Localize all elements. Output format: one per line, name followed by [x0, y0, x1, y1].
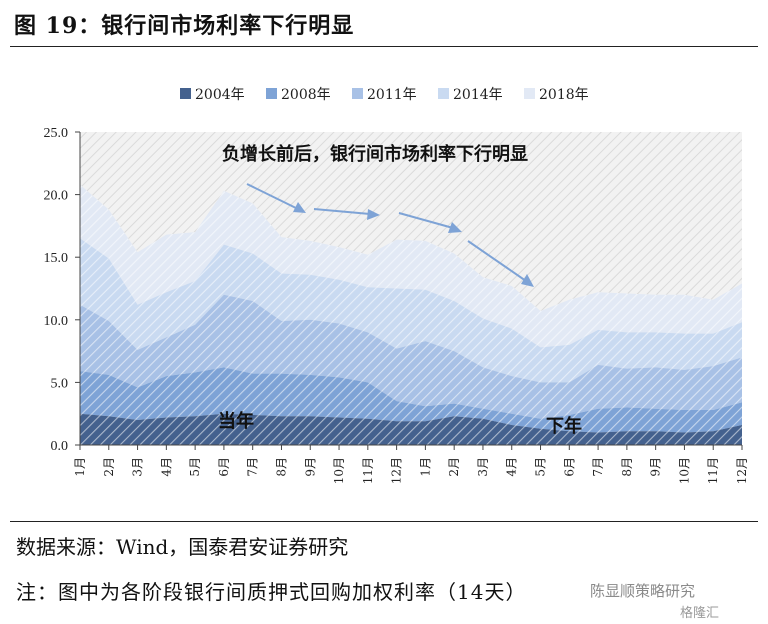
- legend-label-2004: 2004年: [195, 87, 245, 103]
- x-tick-label: 11月: [706, 457, 720, 484]
- legend-label-2011: 2011年: [367, 87, 417, 103]
- legend-swatch-2018: [524, 88, 535, 99]
- x-tick-label: 6月: [562, 457, 576, 477]
- x-tick-label: 7月: [246, 457, 260, 477]
- x-tick-label: 11月: [361, 457, 375, 484]
- annotation-headline: 负增长前后，银行间市场利率下行明显: [222, 143, 528, 165]
- x-tick-label: 4月: [159, 457, 173, 477]
- x-tick-label: 12月: [735, 457, 749, 484]
- trend-arrow-4: [467, 240, 534, 287]
- area-series-2011-hatch: [80, 294, 742, 419]
- x-tick-label: 9月: [649, 457, 663, 477]
- legend-swatch-2011: [352, 88, 363, 99]
- x-tick-label: 10月: [677, 457, 691, 484]
- y-tick-label: 10.0: [44, 314, 69, 329]
- trend-arrow-3: [398, 212, 462, 233]
- x-tick-label: 7月: [591, 457, 605, 477]
- legend-label-2018: 2018年: [539, 87, 589, 103]
- x-tick-label: 5月: [534, 457, 548, 477]
- stacked-area-chart: 2004年 2008年 2011年 2014年 2018年 0.0 5.0 10.0 15.0…: [44, 87, 750, 484]
- trend-arrow-2: [313, 208, 380, 220]
- figure-title: 图 19：银行间市场利率下行明显: [14, 13, 355, 39]
- area-series-2004-hatch: [80, 413, 742, 445]
- watermark-logo-text: 格隆汇: [680, 606, 720, 621]
- x-tick-label: 5月: [188, 457, 202, 477]
- area-series-2008-hatch: [80, 367, 742, 433]
- x-tick-label: 3月: [131, 457, 145, 477]
- trend-arrow-1: [246, 183, 306, 213]
- watermark-text: 陈显顺策略研究: [590, 582, 696, 600]
- y-tick-label: 25.0: [44, 126, 69, 141]
- area-series-2018-hatch: [80, 184, 742, 348]
- x-tick-label: 12月: [390, 457, 404, 484]
- legend-swatch-2008: [266, 88, 277, 99]
- y-tick-label: 15.0: [44, 251, 69, 266]
- y-tick-label: 20.0: [44, 189, 69, 204]
- x-tick-label: 8月: [620, 457, 634, 477]
- chart-legend: 2004年 2008年 2011年 2014年 2018年: [180, 87, 589, 103]
- legend-swatch-2004: [180, 88, 191, 99]
- y-tick-label: 0.0: [51, 439, 69, 454]
- area-series-group: [80, 184, 742, 445]
- legend-label-2008: 2008年: [281, 87, 331, 103]
- x-tick-label: 10月: [332, 457, 346, 484]
- x-tick-label: 2月: [447, 457, 461, 477]
- x-tick-label: 2月: [102, 457, 116, 477]
- x-tick-label: 9月: [303, 457, 317, 477]
- legend-label-2014: 2014年: [453, 87, 503, 103]
- x-tick-label: 4月: [505, 457, 519, 477]
- legend-swatch-2014: [438, 88, 449, 99]
- x-tick-label: 8月: [274, 457, 288, 477]
- area-series-2014-hatch: [80, 238, 742, 383]
- x-tick-label: 1月: [73, 457, 87, 477]
- y-tick-label: 5.0: [51, 376, 69, 391]
- axes: 0.0 5.0 10.0 15.0 20.0 25.0 1月 2月 3月 4月 5月 6月 7月 8月 9月…: [44, 126, 750, 484]
- top-rule: [10, 46, 758, 47]
- x-tick-label: 3月: [476, 457, 490, 477]
- x-tick-label: 1月: [418, 457, 432, 477]
- annotations: 负增长前后，银行间市场利率下行明显 当年 下年: [218, 143, 582, 437]
- annotation-current-year: 当年: [218, 410, 254, 432]
- footnote: 注：图中为各阶段银行间质押式回购加权利率（14天）: [16, 580, 527, 604]
- x-tick-label: 6月: [217, 457, 231, 477]
- annotation-next-year: 下年: [546, 415, 582, 437]
- bottom-rule: [10, 521, 758, 522]
- source-note: 数据来源：Wind，国泰君安证券研究: [16, 535, 349, 559]
